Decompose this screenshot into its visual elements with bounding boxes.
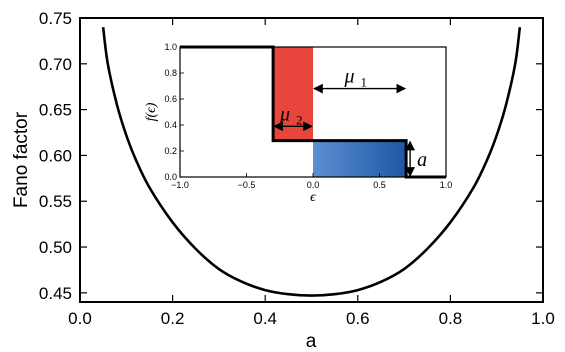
inset-x-tick-label: 1.0: [440, 180, 453, 190]
main-x-ticks: 0.0 0.2 0.4 0.6 0.8 1.0: [68, 18, 555, 328]
y-axis-label: Fano factor: [11, 111, 32, 208]
x-axis-label: a: [306, 331, 317, 352]
mu1-label: μ: [344, 66, 355, 88]
inset-y-ticks: 0.0 0.2 0.4 0.6 0.8 1.0: [164, 42, 184, 182]
main-y-tick-label: 0.65: [39, 101, 72, 120]
main-x-tick-label: 0.2: [161, 309, 185, 328]
mu1-subscript: 1: [361, 75, 368, 90]
inset-y-tick-label: 0.2: [164, 146, 177, 156]
inset-x-axis-label: ϵ: [310, 190, 317, 205]
main-y-tick-label: 0.75: [39, 9, 72, 28]
main-y-ticks: 0.45 0.50 0.55 0.60 0.65 0.70 0.75: [39, 9, 543, 303]
main-y-tick-label: 0.55: [39, 192, 72, 211]
inset-x-tick-label: −0.5: [238, 180, 256, 190]
inset-y-tick-label: 1.0: [164, 42, 177, 52]
a-label: a: [417, 149, 427, 171]
inset-annotations: μ 2μ 1a: [273, 66, 427, 177]
main-x-tick-label: 0.4: [253, 309, 277, 328]
inset-y-axis-label: f(ϵ): [144, 102, 159, 121]
inset-y-tick-label: 0.6: [164, 94, 177, 104]
inset-x-ticks: −1.0 −0.5 0.0 0.5 1.0: [171, 173, 452, 190]
main-y-tick-label: 0.50: [39, 238, 72, 257]
mu2-label: μ: [279, 103, 290, 125]
main-plot: 0.0 0.2 0.4 0.6 0.8 1.0 0.450.500.550.600.650…: [11, 9, 555, 352]
main-y-tick-label: 0.60: [39, 146, 72, 165]
mu2-subscript: 2: [296, 112, 303, 127]
main-plot-frame: [79, 17, 544, 303]
main-x-tick-label: 1.0: [531, 309, 555, 328]
main-x-tick-label: 0.0: [68, 309, 92, 328]
inset-x-tick-label: −1.0: [171, 180, 189, 190]
blue-region: [313, 140, 407, 177]
inset-regions: [273, 47, 407, 177]
main-y-tick-label: 0.45: [39, 284, 72, 303]
fano-factor-curve: [101, 26, 522, 297]
inset-plot: −1.0 −0.5 0.0 0.5 1.0 0.00.20.40.60.81.0 μ 2μ…: [144, 42, 452, 205]
main-x-tick-label: 0.6: [346, 309, 370, 328]
inset-y-tick-label: 0.8: [164, 68, 177, 78]
inset-y-tick-label: 0.4: [164, 120, 177, 130]
inset-x-tick-label: 0.5: [373, 180, 386, 190]
main-y-tick-label: 0.70: [39, 55, 72, 74]
inset-y-tick-label: 0.0: [164, 172, 177, 182]
main-x-tick-label: 0.8: [439, 309, 463, 328]
inset-x-tick-label: 0.0: [307, 180, 320, 190]
